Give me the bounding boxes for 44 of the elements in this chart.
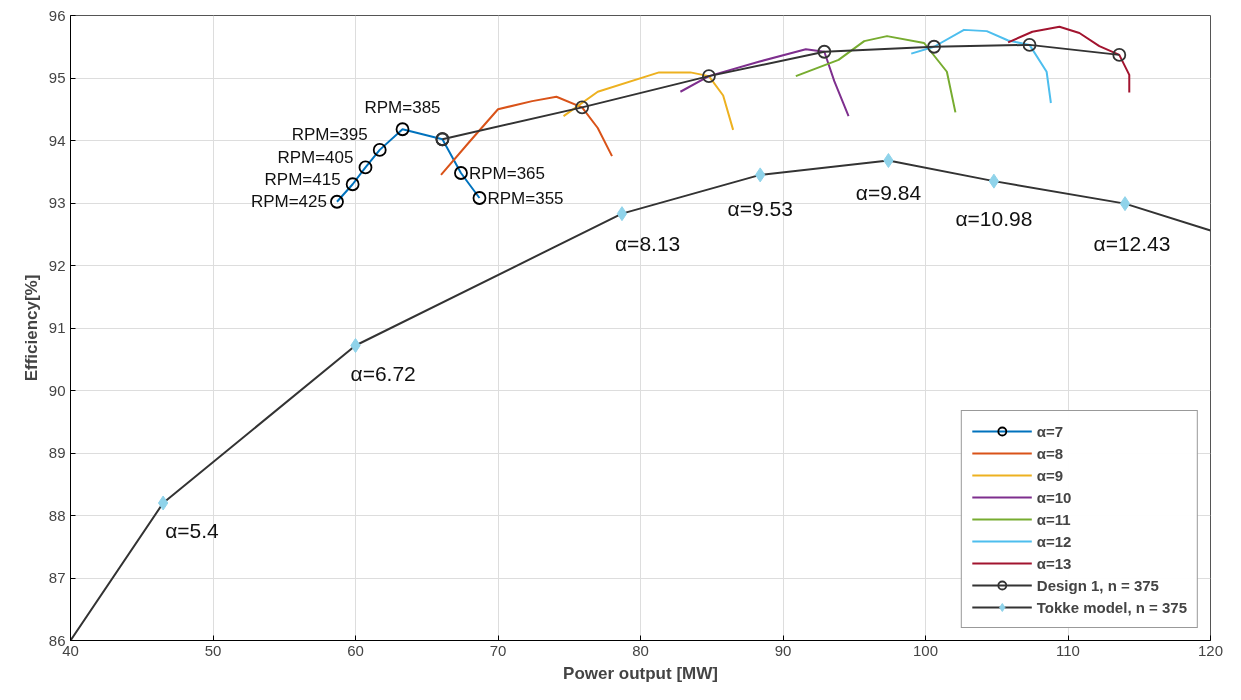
x-tick-label: 100 [912, 641, 939, 659]
annotation: α=10.98 [955, 206, 1033, 230]
y-tick-label: 88 [48, 506, 66, 524]
y-tick-label: 96 [48, 6, 66, 24]
legend-label: Design 1, n = 375 [1036, 576, 1159, 594]
annotation: α=6.72 [350, 362, 416, 385]
y-tick-label: 89 [48, 444, 66, 461]
y-tick-label: 86 [48, 631, 66, 649]
legend-label: α=12 [1036, 532, 1072, 550]
annotation: α=12.43 [1093, 232, 1171, 256]
y-tick-label: 92 [48, 256, 66, 274]
legend-label: Tokke model, n = 375 [1036, 598, 1187, 616]
legend-label: α=10 [1036, 488, 1072, 506]
legend-label: α=9 [1036, 466, 1064, 484]
annotation: α=9.53 [727, 197, 793, 221]
x-tick-label: 50 [204, 641, 222, 659]
x-tick-label: 120 [1197, 641, 1224, 659]
annotation: RPM=415 [264, 169, 341, 189]
y-tick-label: 95 [48, 69, 66, 86]
x-tick-label: 110 [1056, 641, 1080, 659]
annotation: α=9.84 [855, 181, 922, 204]
y-tick-label: 90 [48, 381, 66, 399]
annotation: RPM=425 [250, 192, 327, 212]
annotation: RPM=365 [468, 163, 546, 183]
legend-label: α=7 [1036, 422, 1064, 440]
x-tick-label: 70 [489, 641, 507, 659]
annotation: α=8.13 [614, 232, 681, 256]
legend-label: α=11 [1036, 510, 1071, 528]
x-tick-label: 80 [632, 641, 649, 659]
y-tick-label: 91 [48, 319, 66, 336]
y-tick-label: 87 [48, 569, 66, 586]
annotation: RPM=395 [291, 125, 368, 145]
annotation: RPM=355 [487, 188, 564, 208]
annotation: RPM=405 [277, 147, 354, 167]
x-tick-label: 90 [774, 641, 792, 659]
annotation: RPM=385 [364, 97, 441, 117]
x-axis-title: Power output [MW] [563, 663, 718, 683]
y-tick-label: 94 [48, 131, 66, 149]
y-tick-label: 93 [48, 194, 66, 211]
x-tick-label: 60 [347, 641, 364, 659]
y-axis-title: Efficiency[%] [21, 274, 41, 382]
annotation: α=5.4 [165, 518, 220, 542]
legend-label: α=13 [1036, 554, 1072, 572]
legend-label: α=8 [1036, 444, 1064, 462]
